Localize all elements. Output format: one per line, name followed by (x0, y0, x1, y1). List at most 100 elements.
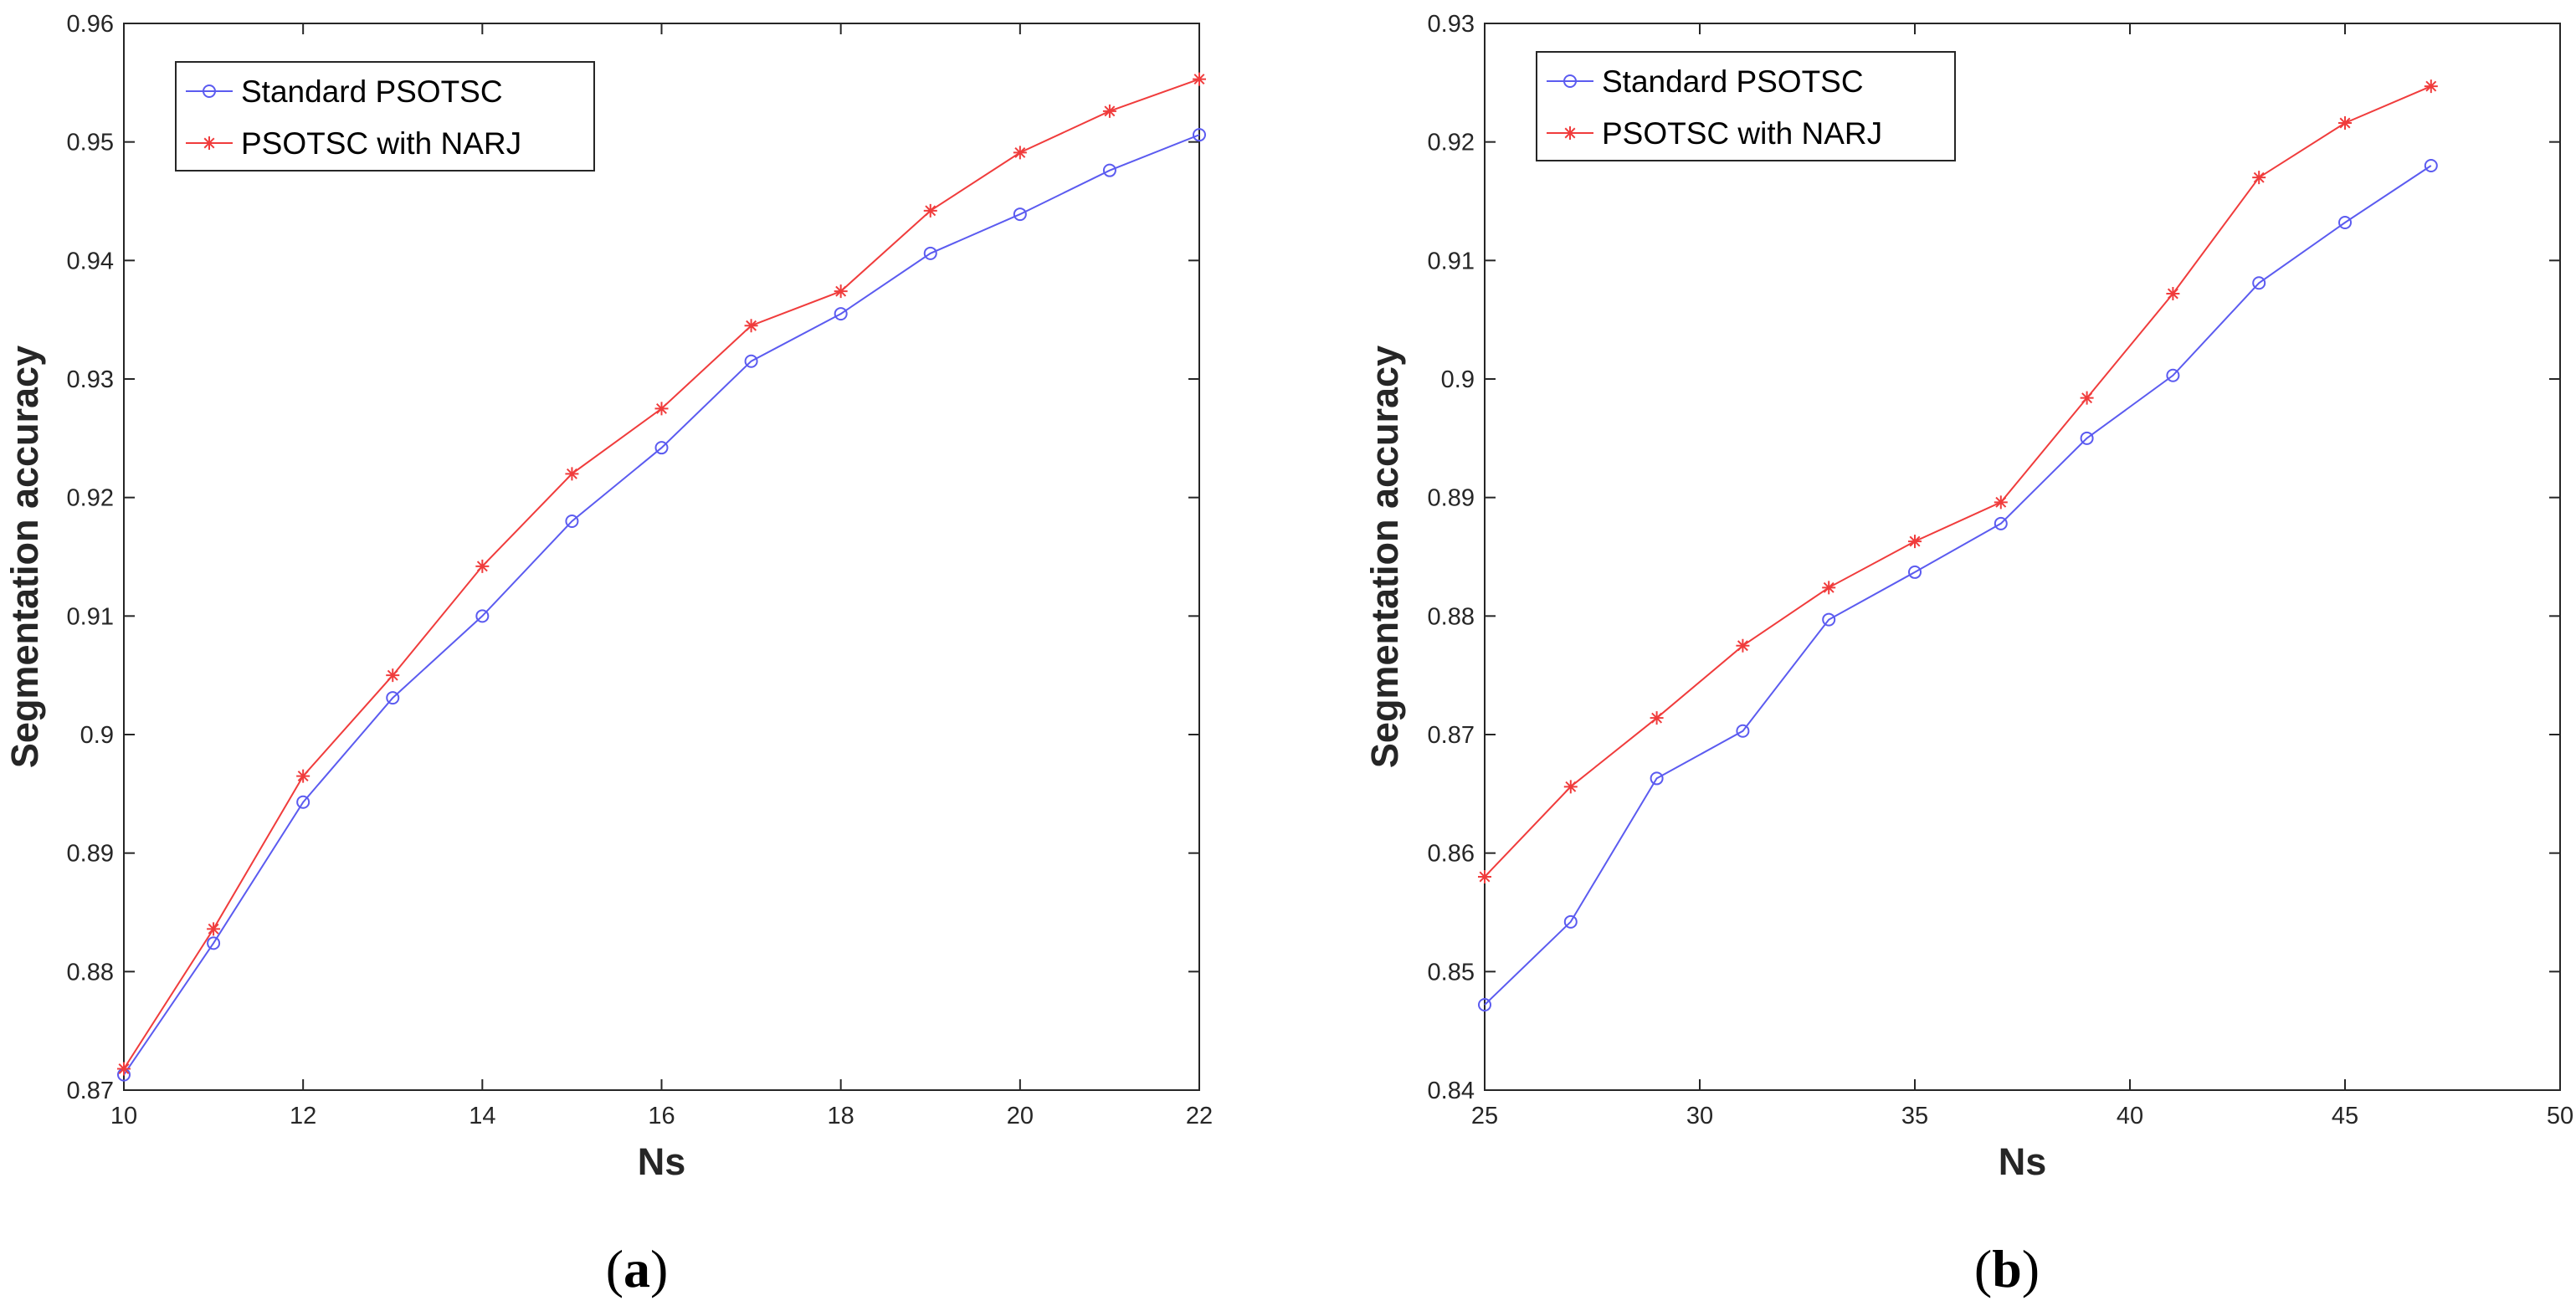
marker-standard-psotsc (654, 441, 669, 455)
marker-psotsc-with-narj (475, 559, 490, 573)
marker-psotsc-with-narj (2252, 171, 2266, 185)
y-tick-label: 0.94 (67, 248, 114, 274)
y-tick-label: 0.95 (67, 130, 114, 156)
marker-standard-psotsc (386, 691, 400, 705)
x-tick-label: 12 (290, 1103, 316, 1129)
marker-standard-psotsc (2424, 159, 2438, 172)
marker-standard-psotsc (207, 936, 221, 950)
y-tick-label: 0.89 (67, 841, 114, 868)
marker-psotsc-with-narj (117, 1062, 131, 1076)
x-tick-label: 16 (648, 1103, 675, 1129)
panel-label: (b) (1974, 1239, 2040, 1298)
marker-psotsc-with-narj (923, 203, 937, 218)
panel-label: (a) (606, 1239, 669, 1298)
legend-label: Standard PSOTSC (241, 74, 503, 109)
x-tick-label: 18 (828, 1103, 854, 1129)
legend: Standard PSOTSC PSOTSC with NARJ (175, 61, 595, 172)
marker-psotsc-with-narj (296, 769, 310, 783)
y-tick-label: 0.87 (1428, 722, 1475, 749)
marker-psotsc-with-narj (1478, 870, 1491, 883)
marker-psotsc-with-narj (1102, 104, 1116, 118)
legend-label: Standard PSOTSC (1602, 64, 1864, 99)
y-axis-label: Segmentation accuracy (1363, 346, 1406, 768)
marker-standard-psotsc (2166, 368, 2180, 382)
y-tick-label: 0.86 (1428, 841, 1475, 868)
marker-standard-psotsc (1736, 724, 1750, 738)
y-tick-label: 0.88 (1428, 603, 1475, 630)
chart-panel-a: 10 12 14 16 18 20 22 0.87 0.88 0.89 0.9 0.91 0.92 0.9… (3, 11, 1213, 1298)
y-tick-label: 0.91 (1428, 248, 1475, 274)
y-tick-label: 0.93 (1428, 11, 1475, 38)
x-tick-label: 14 (469, 1103, 495, 1129)
legend-box (175, 61, 595, 172)
marker-psotsc-with-narj (2166, 287, 2180, 300)
marker-standard-psotsc (1650, 771, 1664, 786)
legend-label: PSOTSC with NARJ (1602, 116, 1882, 151)
marker-standard-psotsc (2252, 276, 2266, 290)
y-tick-label: 0.92 (67, 485, 114, 512)
marker-psotsc-with-narj (2080, 391, 2094, 405)
marker-standard-psotsc (1994, 516, 2008, 530)
marker-psotsc-with-narj (1994, 495, 2008, 510)
chart-panel-b: 25 30 35 40 45 50 0.84 0.85 0.86 0.87 0.88 0.89 0.9 0… (1363, 11, 2573, 1298)
marker-standard-psotsc (296, 795, 310, 809)
x-axis-label: Ns (1999, 1140, 2047, 1183)
y-tick-label: 0.87 (67, 1078, 114, 1104)
marker-psotsc-with-narj (207, 922, 221, 936)
y-tick-label: 0.85 (1428, 959, 1475, 986)
marker-psotsc-with-narj (834, 284, 848, 299)
legend-marker-psotsc-with-narj (203, 136, 216, 150)
x-tick-label: 40 (2117, 1103, 2143, 1129)
y-tick-label: 0.96 (67, 11, 114, 38)
x-tick-label: 22 (1186, 1103, 1213, 1129)
y-tick-label: 0.92 (1428, 130, 1475, 156)
marker-standard-psotsc (1013, 207, 1027, 222)
marker-standard-psotsc (475, 609, 490, 623)
line-standard-psotsc (1484, 165, 2432, 1006)
marker-psotsc-with-narj (1013, 146, 1027, 160)
marker-standard-psotsc (1478, 998, 1491, 1011)
y-tick-label: 0.91 (67, 603, 114, 630)
marker-psotsc-with-narj (1563, 780, 1578, 794)
y-tick-label: 0.93 (67, 366, 114, 393)
y-tick-label: 0.84 (1428, 1078, 1475, 1104)
marker-psotsc-with-narj (2424, 79, 2438, 94)
marker-standard-psotsc (1822, 612, 1836, 627)
marker-psotsc-with-narj (1193, 72, 1206, 86)
marker-psotsc-with-narj (744, 319, 758, 333)
marker-standard-psotsc (1908, 565, 1922, 579)
x-tick-label: 25 (1471, 1103, 1498, 1129)
legend-label: PSOTSC with NARJ (241, 126, 521, 161)
y-tick-label: 0.89 (1428, 485, 1475, 512)
legend-marker-standard-psotsc (203, 84, 216, 98)
x-tick-label: 50 (2547, 1103, 2573, 1129)
legend: Standard PSOTSC PSOTSC with NARJ (1536, 51, 1956, 161)
marker-psotsc-with-narj (654, 402, 669, 416)
marker-standard-psotsc (565, 515, 579, 528)
x-axis-label: Ns (638, 1140, 686, 1183)
marker-standard-psotsc (1193, 128, 1206, 142)
y-axis-label: Segmentation accuracy (3, 346, 46, 768)
line-standard-psotsc (123, 134, 1200, 1076)
marker-standard-psotsc (1102, 163, 1116, 177)
legend-marker-psotsc-with-narj (1563, 126, 1577, 140)
marker-psotsc-with-narj (2338, 116, 2352, 130)
y-tick-label: 0.9 (1441, 366, 1475, 393)
legend-marker-standard-psotsc (1563, 74, 1577, 88)
marker-psotsc-with-narj (1908, 535, 1922, 549)
marker-standard-psotsc (923, 246, 937, 260)
marker-psotsc-with-narj (565, 467, 579, 481)
legend-box (1536, 51, 1956, 161)
marker-standard-psotsc (744, 354, 758, 368)
y-tick-label: 0.9 (80, 722, 114, 749)
marker-standard-psotsc (2338, 216, 2352, 229)
marker-standard-psotsc (1563, 914, 1578, 929)
marker-psotsc-with-narj (1736, 638, 1750, 653)
x-tick-label: 10 (110, 1103, 137, 1129)
x-tick-label: 20 (1007, 1103, 1034, 1129)
marker-psotsc-with-narj (386, 668, 400, 683)
x-tick-label: 45 (2332, 1103, 2358, 1129)
marker-psotsc-with-narj (1822, 581, 1836, 595)
y-tick-label: 0.88 (67, 959, 114, 986)
